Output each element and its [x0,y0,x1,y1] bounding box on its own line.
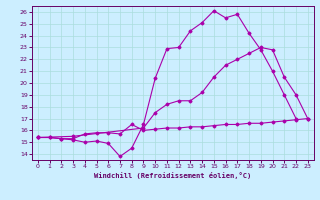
X-axis label: Windchill (Refroidissement éolien,°C): Windchill (Refroidissement éolien,°C) [94,172,252,179]
